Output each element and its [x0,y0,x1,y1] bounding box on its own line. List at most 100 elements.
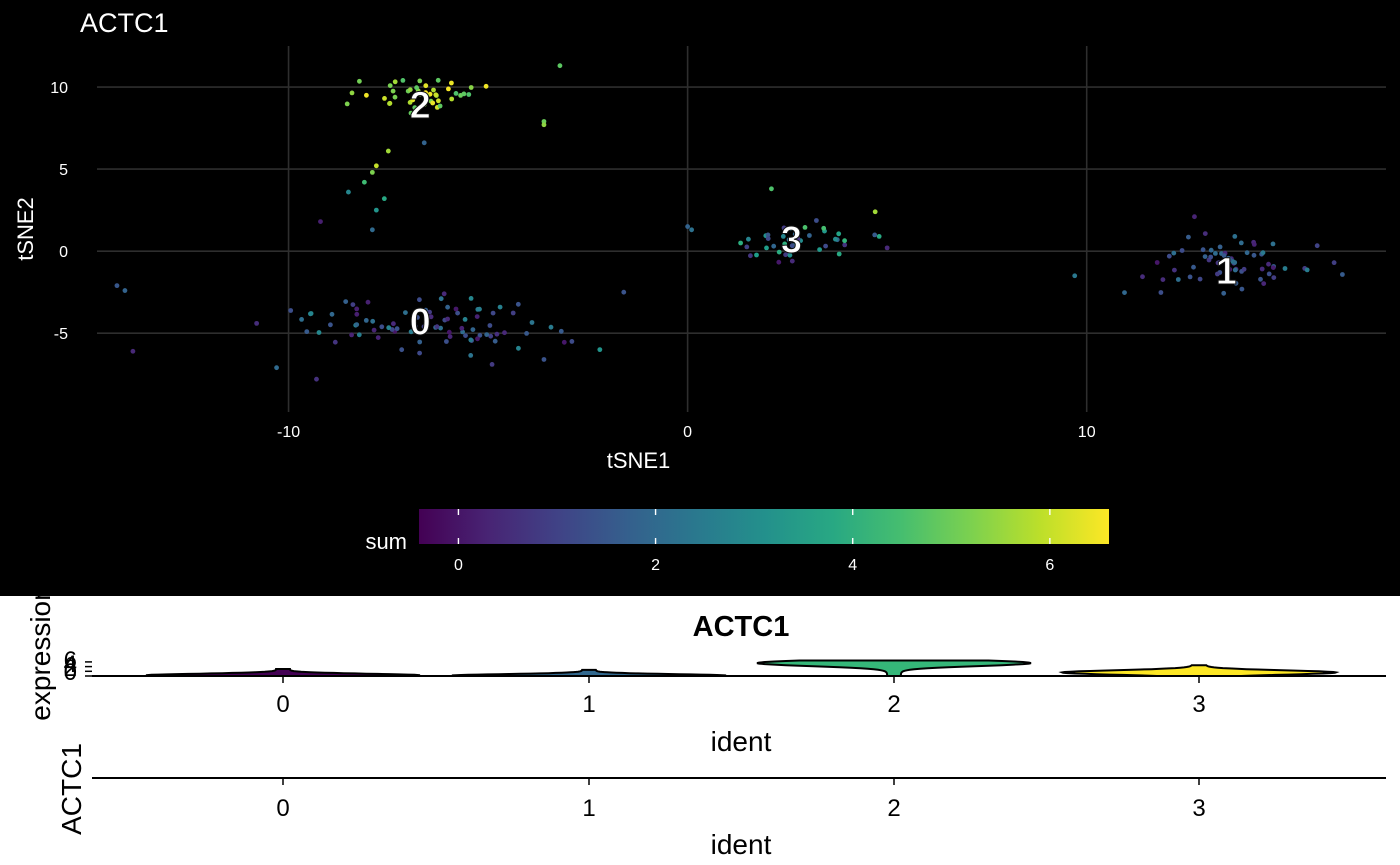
scatter-point [407,87,413,93]
scatter-point [510,310,516,316]
scatter-point [1239,286,1245,292]
lower-x-tick-label: 0 [276,795,289,822]
scatter-point [1224,270,1230,276]
scatter-point [821,225,827,231]
scatter-point [470,327,476,332]
scatter-point [557,63,563,69]
scatter-point [484,332,490,337]
scatter-point [387,101,392,106]
scatter-point [356,332,362,338]
scatter-point [365,299,371,305]
scatter-point [1226,255,1231,261]
scatter-point [437,103,443,109]
scatter-point [1154,260,1160,265]
violin-shape [145,668,421,677]
scatter-point [490,310,496,316]
scatter-point [489,362,495,367]
scatter-point [1270,265,1276,270]
scatter-point [375,335,381,340]
scatter-point [354,311,360,317]
scatter-point [408,110,414,116]
scatter-point [1192,214,1197,220]
scatter-point [787,252,793,258]
scatter-point [329,311,335,317]
scatter-point [1314,243,1320,249]
scatter-point [748,253,753,259]
scatter-point [833,236,838,242]
scatter-point [474,314,480,319]
scatter-point [468,85,474,90]
scatter-point [423,307,429,313]
scatter-point [781,225,787,231]
violin-x-axis-title: ident [711,726,772,757]
scatter-point [1175,277,1181,282]
scatter-point [487,323,493,328]
scatter-point [769,186,774,192]
scatter-point [1266,271,1272,277]
scatter-point [1258,276,1263,282]
scatter-point [357,78,362,84]
scatter-point [390,88,396,94]
scatter-point [872,232,878,238]
scatter-point [621,289,627,295]
scatter-point [1340,272,1345,277]
scatter-point [316,330,322,335]
scatter-point [823,243,828,249]
scatter-point [463,333,468,338]
scatter-point [1216,260,1222,266]
y-tick-label: 10 [50,80,68,97]
scatter-point [516,345,521,351]
x-axis-title: tSNE1 [607,448,671,473]
scatter-point [776,259,782,265]
scatter-point [1191,264,1196,270]
scatter-point [400,78,406,83]
scatter-point [433,92,439,98]
scatter-point [417,91,423,97]
scatter-point [792,231,798,237]
scatter-point [373,207,379,213]
scatter-point [417,297,422,303]
scatter-point [1266,261,1271,267]
scatter-point [445,316,450,322]
scatter-point [780,234,786,239]
scatter-point [786,237,792,243]
scatter-point [403,310,408,315]
colorbar-tick-label: 0 [454,557,463,574]
scatter-point [424,93,430,99]
scatter-point [370,318,376,324]
scatter-point [453,91,459,96]
scatter-point [444,339,449,344]
scatter-point [1251,242,1257,247]
grid-lines [97,46,1386,412]
scatter-point [1232,234,1238,239]
scatter-point [1166,253,1172,259]
scatter-point [689,227,695,233]
scatter-point [558,328,564,334]
x-tick-label: -10 [277,424,300,441]
scatter-point [422,102,427,107]
violin-y-axis-title: expression [25,596,56,721]
scatter-point [1304,267,1310,273]
x-tick-label: 0 [683,424,692,441]
scatter-point [1221,253,1227,258]
scatter-point [789,243,795,249]
scatter-point [765,232,771,238]
violin-y-tick-label: 0 [64,659,77,686]
scatter-point [744,244,750,250]
scatter-point [369,227,375,233]
scatter-point [364,92,369,98]
scatter-point [884,245,890,251]
scatter-point [428,314,434,320]
cluster-label: 2 [410,85,431,127]
cluster-label: 0 [410,302,431,344]
scatter-point [354,306,360,312]
lower-y-axis-title: ACTC1 [56,743,87,835]
scatter-point [783,252,788,258]
scatter-point [1208,247,1214,253]
scatter-point [392,94,398,100]
scatter-point [468,353,474,358]
scatter-point [462,317,468,322]
cluster-label: 1 [1216,251,1237,293]
scatter-point [453,306,459,312]
